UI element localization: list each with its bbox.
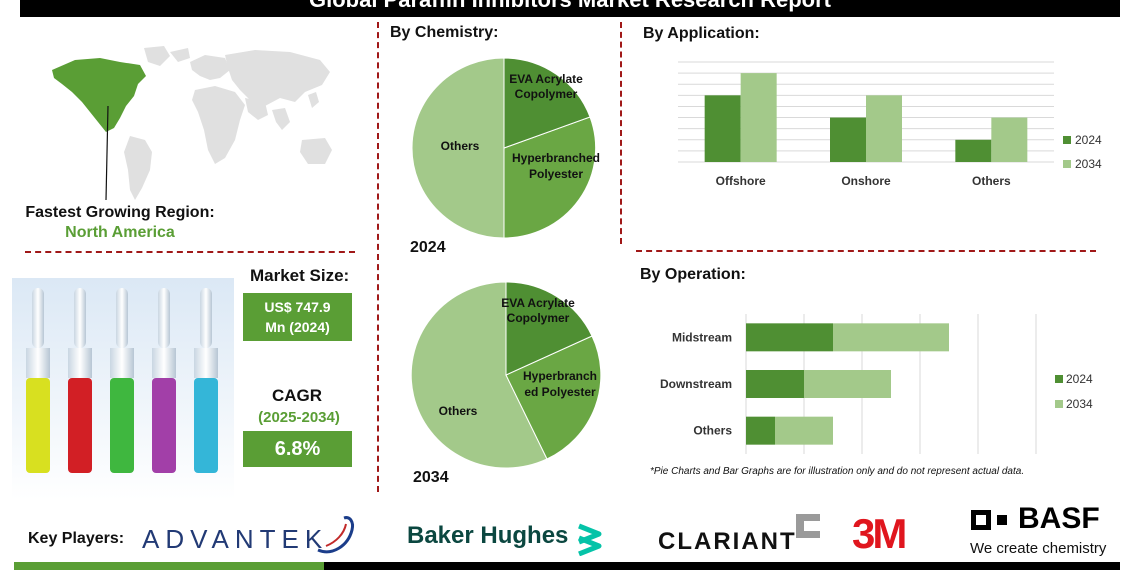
operation-legend-swatch-2034 xyxy=(1055,400,1063,408)
operation-bar-downstream-2024 xyxy=(746,370,804,398)
application-bar-onshore-2024 xyxy=(830,117,866,162)
report-title: Global Paraffin Inhibitors Market Resear… xyxy=(20,0,1120,13)
vial-cyan xyxy=(194,288,218,473)
pie-2024-year: 2024 xyxy=(410,239,446,256)
three-m-logo: 3M xyxy=(852,510,907,557)
basf-tagline: We create chemistry xyxy=(970,540,1107,557)
market-size-value-line1: US$ 747.9 xyxy=(264,299,331,315)
pie-2024-label-eva: EVA Acrylate Copolymer xyxy=(509,72,583,101)
vial-purple xyxy=(152,288,176,473)
application-bar-onshore-2034 xyxy=(866,95,902,162)
operation-legend-label-2024: 2024 xyxy=(1066,372,1093,386)
cagr-label: CAGR xyxy=(272,386,323,405)
operation-ytick-others: Others xyxy=(693,424,732,438)
chemistry-heading: By Chemistry: xyxy=(390,24,499,41)
north-america-region xyxy=(52,58,146,132)
illustration-note: *Pie Charts and Bar Graphs are for illus… xyxy=(650,466,1025,477)
baker-hughes-logo-text: Baker Hughes xyxy=(407,522,569,549)
pie-2024-label-hyperbranched: Hyperbranched Polyester xyxy=(512,151,600,181)
pie-2024-slice-eva xyxy=(503,58,591,149)
clariant-logo-text: CLARIANT xyxy=(658,528,797,555)
operation-bar-midstream-2034 xyxy=(833,323,949,352)
application-chart: Offshore Onshore Others 2024 2034 xyxy=(678,61,1102,188)
cagr-value: 6.8% xyxy=(274,437,321,460)
market-size-value-line2: Mn (2024) xyxy=(265,319,330,335)
footer-bar-green xyxy=(14,562,324,570)
vial-red xyxy=(68,288,92,473)
pie-2034-label-hyperbranched: Hyperbranch ed Polyester xyxy=(523,369,597,399)
footer-bar-black xyxy=(324,562,1120,570)
market-size-label: Market Size: xyxy=(250,266,350,285)
operation-bar-others-2034 xyxy=(775,416,833,445)
title-bar: Global Paraffin Inhibitors Market Resear… xyxy=(20,0,1120,17)
greenland xyxy=(144,46,170,66)
operation-heading: By Operation: xyxy=(640,266,746,283)
chemistry-pie-2024: EVA Acrylate Copolymer Hyperbranched Polye… xyxy=(411,58,600,238)
cagr-box: 6.8% xyxy=(243,431,352,467)
application-bar-offshore-2024 xyxy=(704,95,741,162)
application-legend-swatch-2034 xyxy=(1063,160,1071,168)
operation-chart: Midstream Downstream Others 2024 2034 xyxy=(660,314,1093,454)
application-heading: By Application: xyxy=(643,25,760,42)
vial-green xyxy=(110,288,134,473)
key-players-label: Key Players: xyxy=(28,530,125,547)
advantek-swoosh-icon xyxy=(317,516,354,554)
operation-legend-label-2034: 2034 xyxy=(1066,397,1093,411)
basf-logo: BASF We create chemistry xyxy=(970,502,1120,562)
pie-2034-slice-eva xyxy=(505,282,593,376)
region-label: Fastest Growing Region: xyxy=(25,204,215,221)
world-map xyxy=(52,46,332,201)
pie-2034-slice-hyperbranched xyxy=(505,335,602,460)
pie-2024-slice-hyperbranched xyxy=(503,116,597,238)
divider-left xyxy=(377,22,379,492)
divider-left-horizontal xyxy=(25,251,355,253)
baker-hughes-chevron-icon xyxy=(578,523,602,556)
application-legend-label-2024: 2024 xyxy=(1075,133,1102,147)
pie-2024-slice-others xyxy=(411,58,505,238)
application-xtick-offshore: Offshore xyxy=(716,174,766,188)
basf-squares-icon xyxy=(971,510,1007,530)
application-bar-others-2024 xyxy=(955,139,992,162)
baker-hughes-logo: Baker Hughes xyxy=(407,520,607,560)
application-bar-offshore-2034 xyxy=(740,73,777,162)
operation-bar-others-2024 xyxy=(746,416,775,445)
clariant-logo: CLARIANT xyxy=(658,512,828,557)
pie-2034-label-eva: EVA Acrylate Copolymer xyxy=(501,296,575,325)
application-legend-label-2034: 2034 xyxy=(1075,157,1102,171)
pie-2034-year: 2034 xyxy=(413,469,449,486)
application-xtick-onshore: Onshore xyxy=(841,174,891,188)
region-pointer xyxy=(105,105,109,201)
operation-ytick-downstream: Downstream xyxy=(660,377,732,391)
divider-right-horizontal xyxy=(636,250,1096,252)
advantek-logo-text: ADVANTEK xyxy=(142,524,329,554)
application-bar-others-2034 xyxy=(991,117,1028,162)
operation-bar-downstream-2034 xyxy=(804,370,891,398)
operation-ytick-midstream: Midstream xyxy=(672,330,732,344)
cagr-period: (2025-2034) xyxy=(258,409,340,426)
operation-legend-swatch-2024 xyxy=(1055,375,1063,383)
pie-2034-label-others: Others xyxy=(439,404,478,418)
region-value: North America xyxy=(65,224,175,241)
advantek-logo: ADVANTEK xyxy=(142,512,357,562)
application-legend-swatch-2024 xyxy=(1063,136,1071,144)
other-continents xyxy=(124,48,332,200)
market-size-box: US$ 747.9 Mn (2024) xyxy=(243,293,352,341)
vial-yellow xyxy=(26,288,50,473)
pie-2024-label-others: Others xyxy=(441,139,480,153)
pie-2034-slice-others xyxy=(410,282,548,468)
application-xtick-others: Others xyxy=(972,174,1011,188)
clariant-square-icon xyxy=(796,514,820,538)
operation-bar-midstream-2024 xyxy=(746,323,833,352)
divider-right xyxy=(620,22,622,244)
chemistry-pie-2034: EVA Acrylate Copolymer Hyperbranch ed Poly… xyxy=(410,282,602,468)
basf-logo-text: BASF xyxy=(1018,502,1100,535)
vials-image xyxy=(12,278,234,500)
